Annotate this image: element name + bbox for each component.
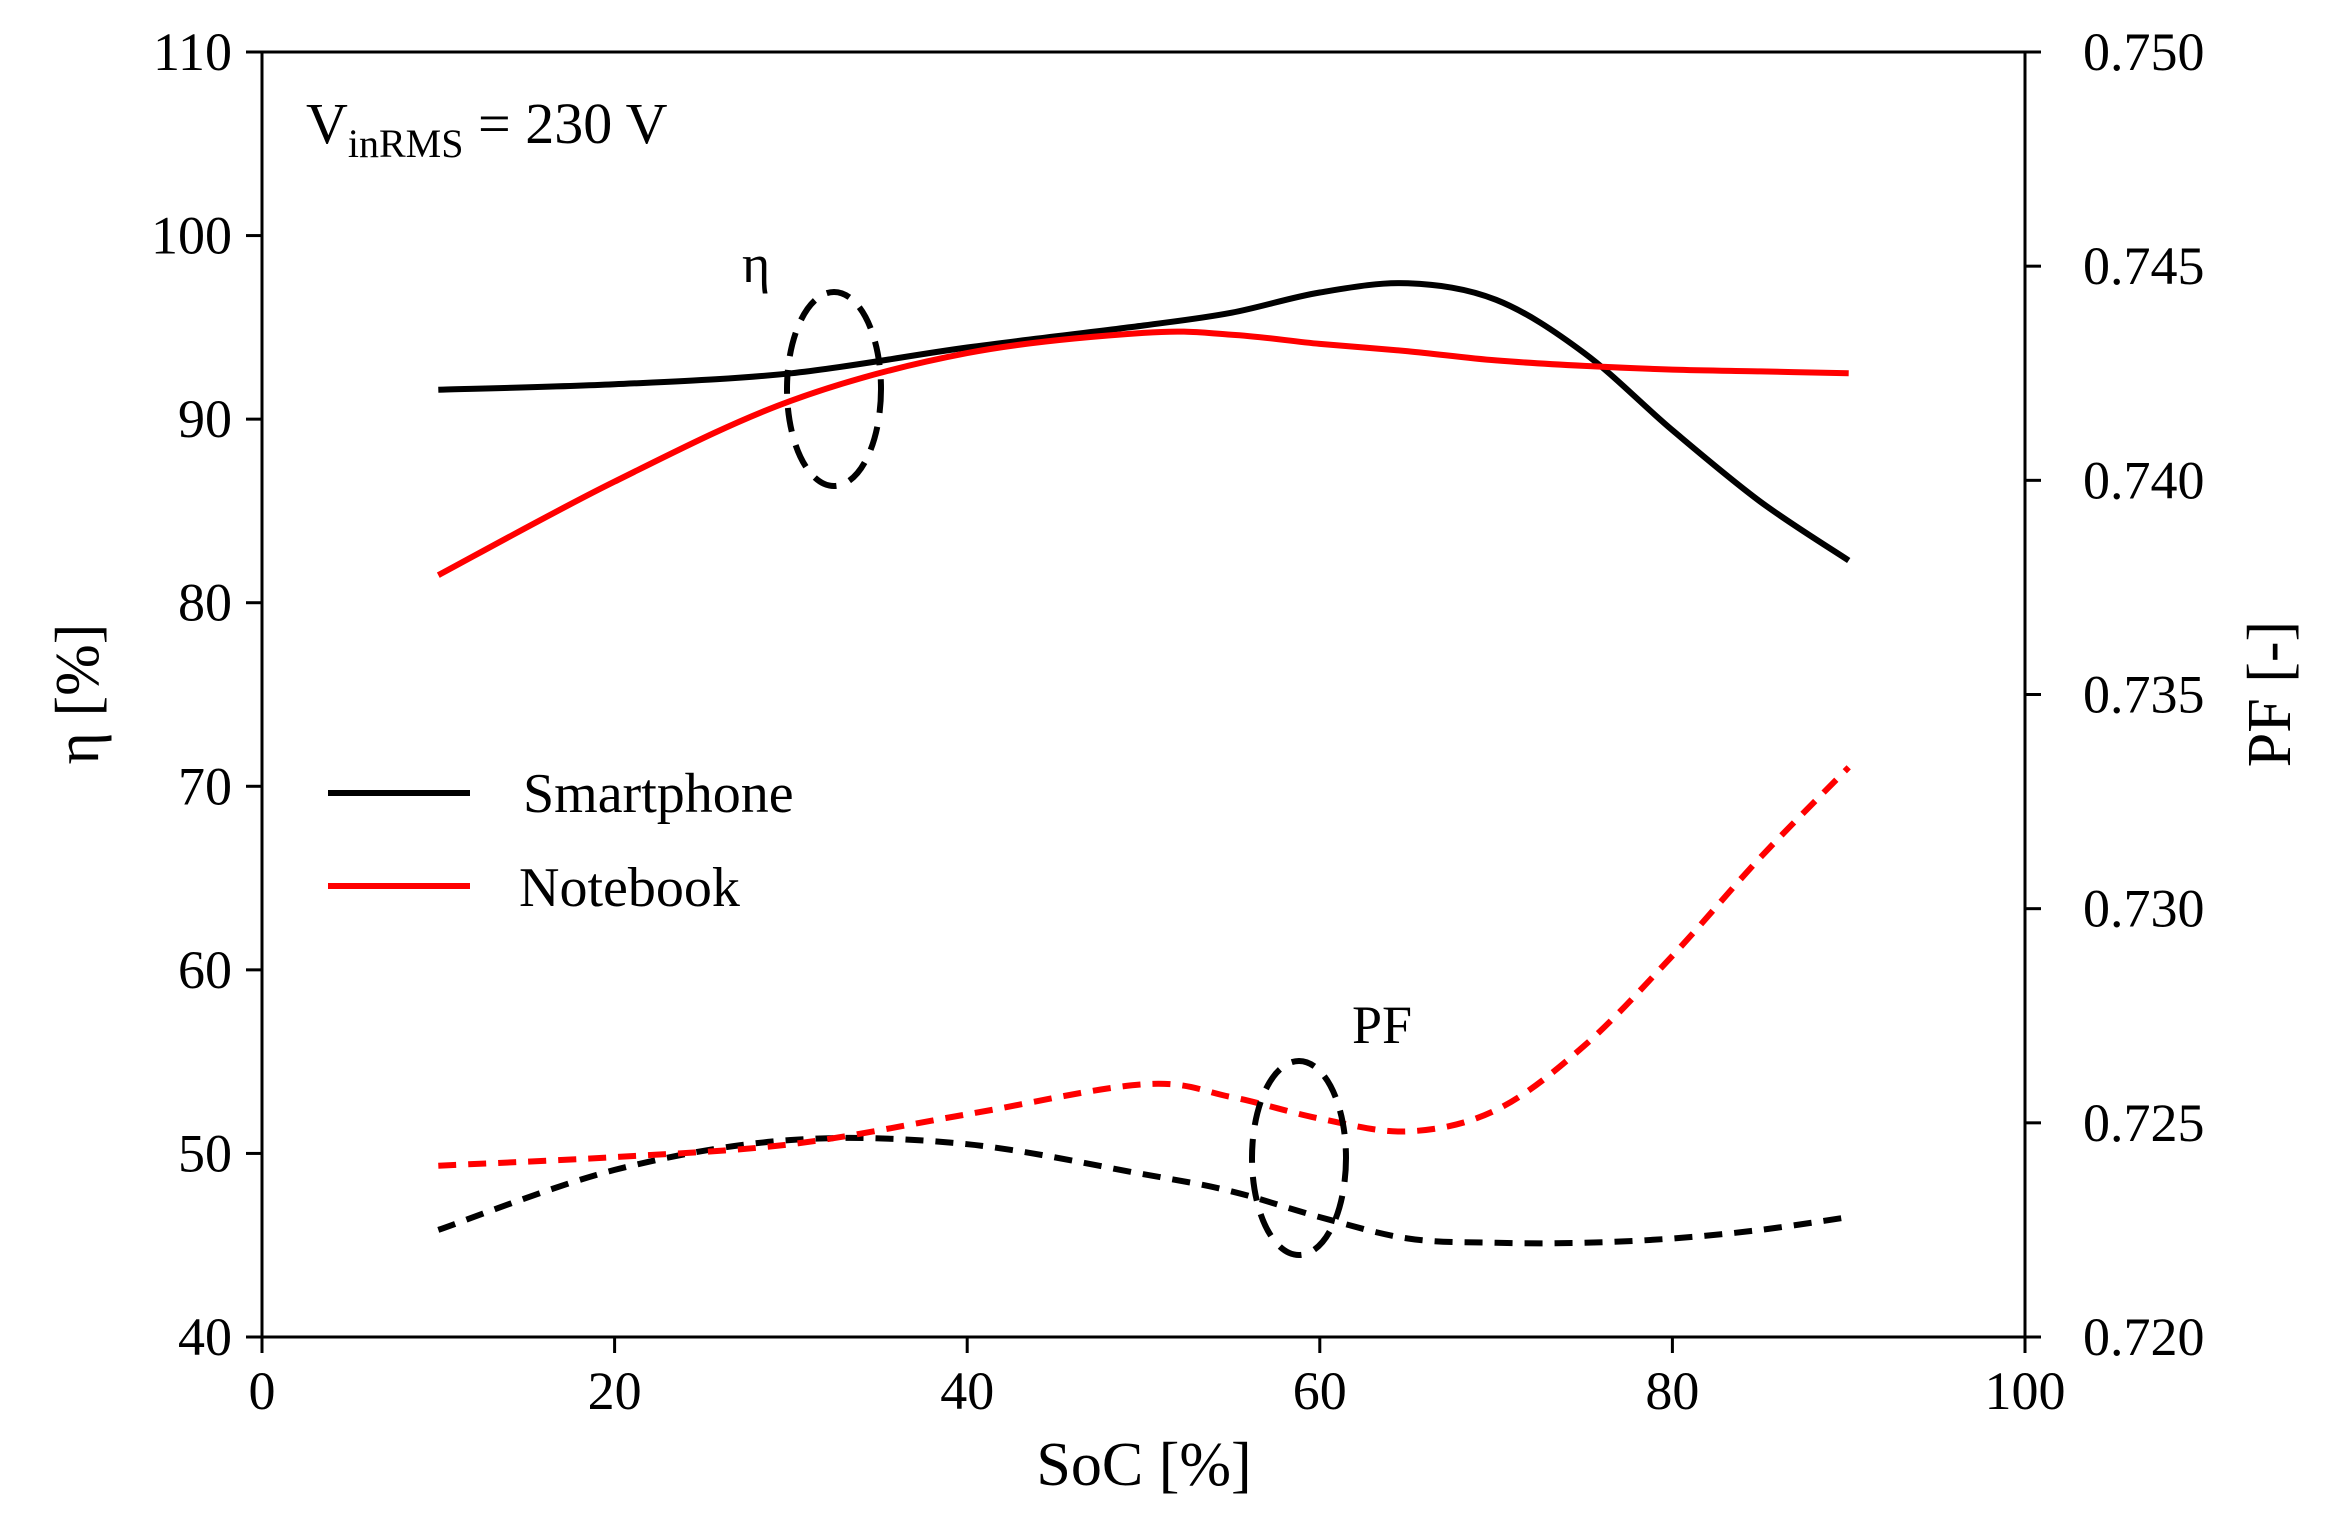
- y-left-tick-label: 110: [153, 22, 232, 82]
- y-axis-left-title: η [%]: [44, 624, 112, 765]
- x-tick-label: 80: [1645, 1361, 1699, 1421]
- voltage-annotation: VinRMS = 230 V: [306, 91, 668, 166]
- y-right-tick-label: 0.750: [2083, 22, 2205, 82]
- pf-ellipse-marker: [1249, 1058, 1349, 1258]
- y-right-tick-label: 0.730: [2083, 879, 2205, 939]
- eta-annotation: η: [742, 234, 770, 294]
- y-left-tick-label: 50: [178, 1123, 232, 1183]
- x-axis-title: SoC [%]: [1036, 1431, 1251, 1499]
- eta-ellipse-marker: [784, 289, 884, 489]
- y-left-tick-label: 90: [178, 389, 232, 449]
- series-line-notebook-pf: [438, 765, 1851, 1169]
- y-right-tick-label: 0.735: [2083, 665, 2205, 725]
- legend-label-smartphone: Smartphone: [523, 763, 794, 825]
- y-right-tick-label: 0.720: [2083, 1307, 2205, 1367]
- x-tick-label: 0: [249, 1361, 276, 1421]
- y-left-tick-label: 60: [178, 940, 232, 1000]
- y-left-tick-label: 80: [178, 573, 232, 633]
- y-left-tick-label: 70: [178, 756, 232, 816]
- y-left-tick-label: 40: [178, 1307, 232, 1367]
- x-tick-label: 40: [940, 1361, 994, 1421]
- y-axis-right-title: PF [-]: [2236, 621, 2304, 767]
- y-left-tick-label: 100: [151, 206, 232, 266]
- legend-label-notebook: Notebook: [519, 857, 740, 919]
- series-line-notebook-eta: [436, 328, 1849, 578]
- pf-annotation: PF: [1352, 995, 1412, 1055]
- y-right-tick-label: 0.740: [2083, 450, 2205, 510]
- x-tick-label: 100: [1985, 1361, 2066, 1421]
- y-right-tick-label: 0.725: [2083, 1093, 2205, 1153]
- series-line-smartphone-eta: [438, 280, 1851, 563]
- x-tick-label: 60: [1293, 1361, 1347, 1421]
- series-line-smartphone-pf: [437, 1134, 1850, 1247]
- y-right-tick-label: 0.745: [2083, 236, 2205, 296]
- legend: Smartphone Notebook: [328, 763, 794, 919]
- x-tick-label: 20: [588, 1361, 642, 1421]
